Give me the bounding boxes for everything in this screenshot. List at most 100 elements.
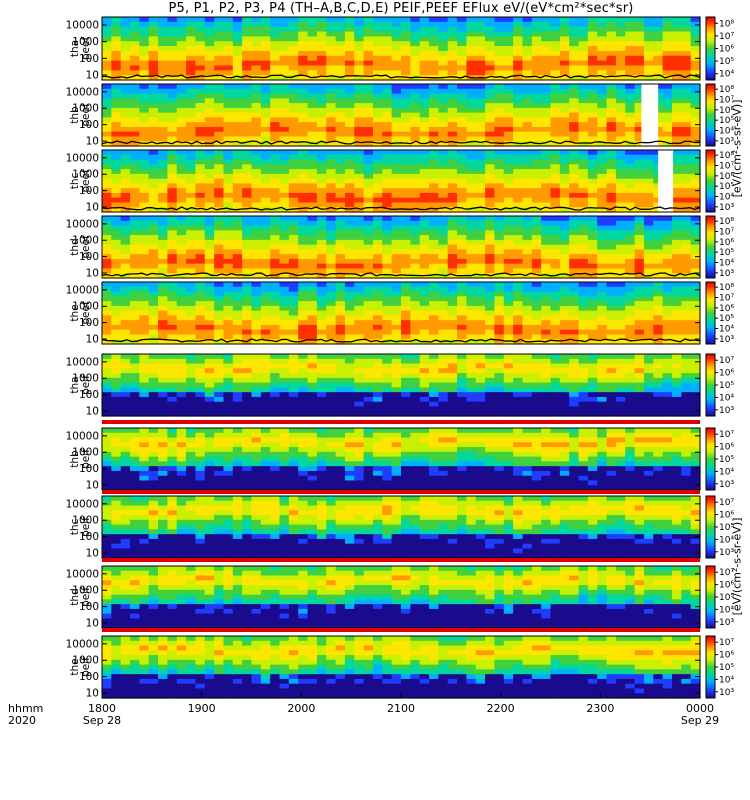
spectrogram-cell [195,244,206,250]
spectrogram-cell [410,183,421,189]
spectrogram-cell [279,305,290,312]
spectrogram-cell [158,55,168,62]
spectrogram-cell [494,169,505,175]
spectrogram-cell [531,286,542,293]
spectrogram-cell [587,173,598,180]
spectrogram-cell [578,112,589,118]
spectrogram-cell [391,17,402,23]
spectrogram-cell [372,220,383,227]
spectrogram-cell [344,382,355,388]
spectrogram-cell [419,173,430,180]
spectrogram-cell [522,258,533,265]
spectrogram-cell [279,84,290,90]
spectrogram-cell [597,36,608,42]
spectrogram-cell [466,334,477,340]
spectrogram-cell [111,103,122,109]
spectrogram-cell [326,93,337,99]
spectrogram-cell [429,173,439,180]
spectrogram-cell [606,70,617,76]
spectrogram-cell [167,377,178,384]
spectrogram-cell [214,169,225,175]
spectrogram-cell [158,225,168,231]
spectrogram-cell [401,202,411,208]
spectrogram-cell [335,164,346,170]
spectrogram-cell [681,31,692,37]
spectrogram-cell [569,112,580,118]
spectrogram-cell [326,387,337,393]
spectrogram-cell [503,131,514,138]
spectrogram-cell [634,315,645,321]
spectrogram-cell [354,334,365,340]
spectrogram-cell [316,178,327,184]
spectrogram-cell [102,50,112,57]
spectrogram-cell [485,103,496,109]
spectrogram-cell [475,373,486,379]
spectrogram-cell [401,141,411,147]
spectrogram-cell [569,126,580,133]
spectrogram-cell [541,131,552,138]
spectrogram-cell [195,406,206,412]
spectrogram-cell [382,98,393,104]
spectrogram-cell [214,324,225,331]
spectrogram-cell [597,41,608,47]
spectrogram-cell [326,301,337,307]
spectrogram-cell [298,354,309,360]
spectrogram-cell [634,235,645,241]
spectrogram-cell [457,263,467,270]
spectrogram-cell [279,377,290,384]
spectrogram-cell [148,363,159,369]
spectrogram-cell [466,112,477,118]
spectrogram-cell [429,382,439,388]
spectrogram-cell [690,131,701,138]
spectrogram-cell [307,136,318,142]
spectrogram-cell [120,230,131,236]
spectrogram-cell [587,197,598,204]
spectrogram-cell [288,183,299,189]
spectrogram-cell [587,334,598,340]
spectrogram-cell [288,244,299,250]
spectrogram-cell [307,131,318,138]
spectrogram-cell [438,315,449,321]
spectrogram-cell [429,324,439,331]
spectrogram-cell [326,183,337,189]
spectrogram-cell [485,339,496,345]
spectrogram-cell [111,334,122,340]
spectrogram-cell [391,150,402,156]
spectrogram-cell [382,17,393,23]
spectrogram-cell [503,320,514,326]
spectrogram-cell [634,107,645,114]
spectrogram-cell [102,93,112,99]
spectrogram-cell [587,239,598,246]
spectrogram-cell [111,202,122,208]
y-tick-label: 100 [79,53,99,65]
spectrogram-cell [410,84,421,90]
spectrogram-cell [195,60,206,67]
spectrogram-cell [120,164,131,170]
spectrogram-cell [251,406,262,412]
spectrogram-cell [242,107,253,114]
spectrogram-cell [419,117,430,123]
spectrogram-cell [382,310,393,316]
spectrogram-cell [204,107,215,114]
spectrogram-cell [223,282,234,288]
spectrogram-cell [204,382,215,388]
spectrogram-cell [326,216,337,222]
spectrogram-cell [457,98,467,104]
spectrogram-cell [690,263,701,270]
spectrogram-cell [372,183,383,189]
spectrogram-cell [167,122,178,128]
spectrogram-cell [522,21,533,28]
spectrogram-cell [457,310,467,316]
spectrogram-cell [139,202,150,208]
spectrogram-cell [279,103,290,109]
spectrogram-cell [214,406,225,412]
spectrogram-cell [457,169,467,175]
spectrogram-cell [186,41,197,47]
spectrogram-cell [475,301,486,307]
spectrogram-cell [391,88,402,95]
spectrogram-cell [671,46,682,52]
spectrogram-cell [438,282,449,288]
spectrogram-cell [634,239,645,246]
spectrogram-cell [466,411,477,417]
spectrogram-cell [298,88,309,95]
